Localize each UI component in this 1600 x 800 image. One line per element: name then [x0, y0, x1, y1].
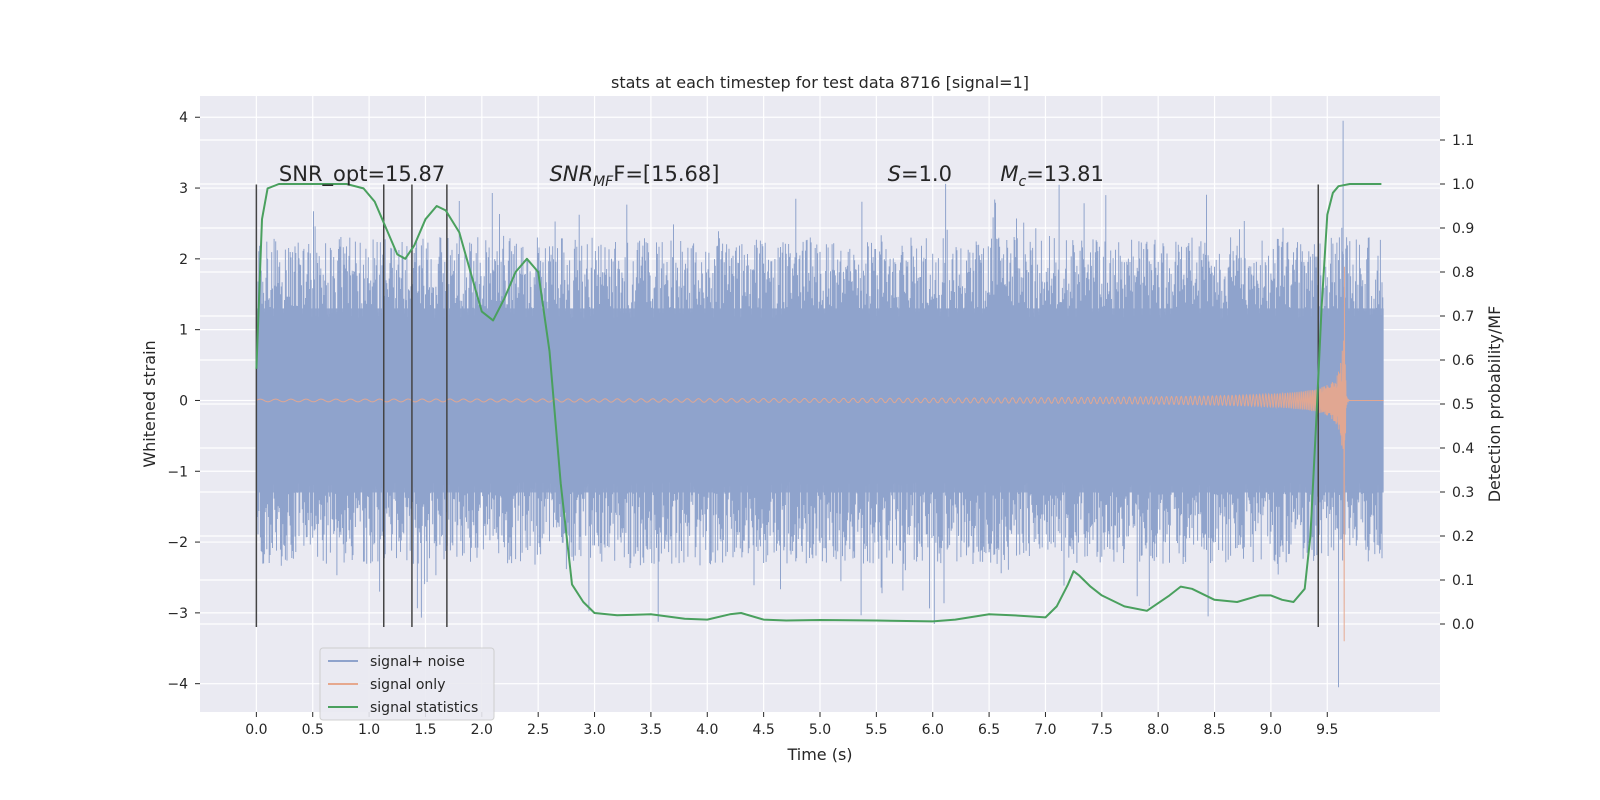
y-tick-label-6: 2 [179, 252, 188, 268]
y-tick-label-1: −3 [167, 606, 188, 622]
x-tick-label-10: 5.0 [809, 722, 831, 738]
y2-ticks: 0.0 0.1 0.2 0.3 0.4 0.5 0.6 0.7 0.8 0.9 1.0 1.1 [1440, 133, 1474, 633]
x-tick-label-19: 9.5 [1316, 722, 1338, 738]
y2-tick-label-3: 0.3 [1452, 485, 1474, 501]
y-tick-label-3: −1 [167, 464, 188, 480]
y-tick-label-2: −2 [167, 535, 188, 551]
x-tick-label-12: 6.0 [922, 722, 944, 738]
y2-tick-label-6: 0.6 [1452, 353, 1474, 369]
x-tick-label-11: 5.5 [865, 722, 887, 738]
y2-tick-label-5: 0.5 [1452, 397, 1474, 413]
y-tick-label-0: −4 [167, 677, 188, 693]
x-tick-label-7: 3.5 [640, 722, 662, 738]
legend: signal+ noise signal only signal statist… [319, 647, 495, 721]
annotation-3: Mc=13.81 [1000, 162, 1104, 190]
y-axis-label: Whitened strain [140, 340, 159, 467]
series-signal-only [256, 266, 1384, 642]
annotation-2: S=1.0 [888, 162, 952, 186]
y-tick-label-4: 0 [179, 393, 188, 409]
legend-box [319, 647, 495, 721]
x-tick-label-5: 2.5 [527, 722, 549, 738]
legend-label-signal-statistics: signal statistics [370, 700, 478, 716]
y2-tick-label-7: 0.7 [1452, 309, 1474, 325]
y2-tick-label-2: 0.2 [1452, 529, 1474, 545]
y2-tick-label-8: 0.8 [1452, 265, 1474, 281]
y-ticks: −4 −3 −2 −1 0 1 2 3 4 [167, 110, 200, 693]
chart-title: stats at each timestep for test data 871… [611, 73, 1029, 92]
annotation-0: SNR_opt=15.87 [279, 162, 445, 187]
x-axis-label: Time (s) [786, 745, 852, 764]
x-ticks: 0.0 0.5 1.0 1.5 2.0 2.5 3.0 3.5 4.0 4.5 5.0 5.5 6.0 6… [245, 712, 1338, 738]
x-tick-label-3: 1.5 [414, 722, 436, 738]
x-tick-label-0: 0.0 [245, 722, 267, 738]
x-tick-label-14: 7.0 [1034, 722, 1056, 738]
y-tick-label-7: 3 [179, 181, 188, 197]
signal-only-line [256, 266, 1384, 642]
x-tick-label-1: 0.5 [302, 722, 324, 738]
y2-tick-label-0: 0.0 [1452, 617, 1474, 633]
x-tick-label-8: 4.0 [696, 722, 718, 738]
annotations: SNR_opt=15.87 SNRMFF=[15.68] S=1.0 Mc=13.81 [279, 162, 1104, 190]
x-tick-label-17: 8.5 [1203, 722, 1225, 738]
x-tick-label-13: 6.5 [978, 722, 1000, 738]
vertical-markers [255, 184, 1320, 628]
legend-label-signal-plus-noise: signal+ noise [370, 654, 465, 670]
y2-axis-label: Detection probability/MF [1485, 306, 1504, 503]
x-tick-label-2: 1.0 [358, 722, 380, 738]
y2-tick-label-10: 1.0 [1452, 177, 1474, 193]
y-tick-label-5: 1 [179, 323, 188, 339]
x-tick-label-16: 8.0 [1147, 722, 1169, 738]
series-signal-statistics [255, 183, 1382, 623]
y2-tick-label-4: 0.4 [1452, 441, 1474, 457]
x-tick-label-9: 4.5 [753, 722, 775, 738]
signal-statistics-line [255, 183, 1382, 623]
x-tick-label-4: 2.0 [471, 722, 493, 738]
y-tick-label-8: 4 [179, 110, 188, 126]
x-tick-label-15: 7.5 [1091, 722, 1113, 738]
legend-label-signal-only: signal only [370, 677, 445, 693]
y2-tick-label-1: 0.1 [1452, 573, 1474, 589]
y2-tick-label-9: 0.9 [1452, 221, 1474, 237]
annotation-1: SNRMFF=[15.68] [549, 162, 719, 190]
y2-tick-label-11: 1.1 [1452, 133, 1474, 149]
x-tick-label-6: 3.0 [583, 722, 605, 738]
x-tick-label-18: 9.0 [1260, 722, 1282, 738]
